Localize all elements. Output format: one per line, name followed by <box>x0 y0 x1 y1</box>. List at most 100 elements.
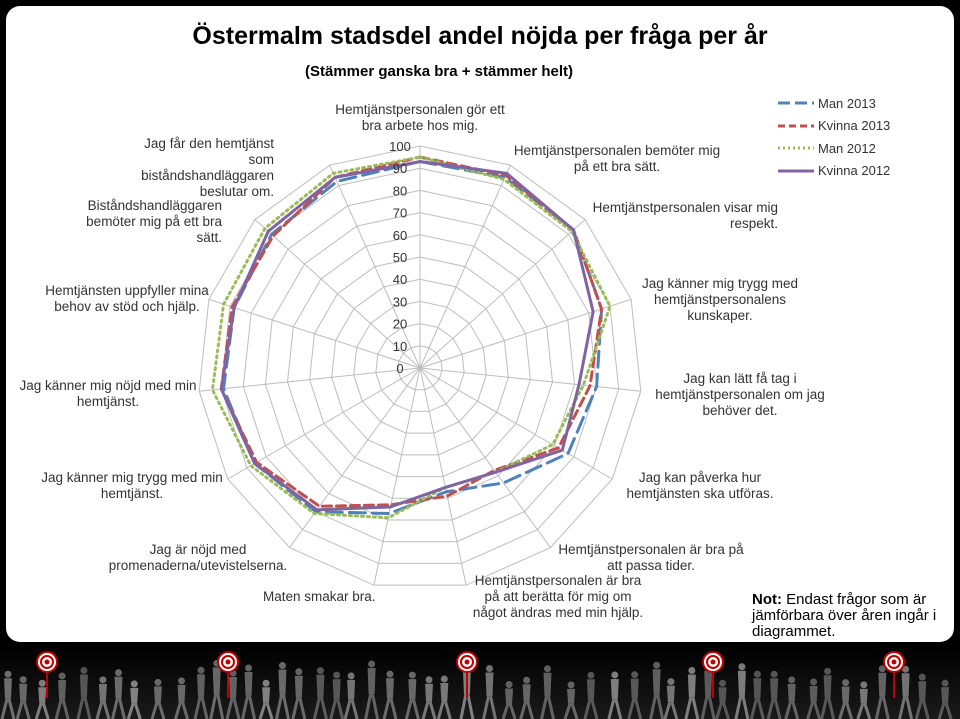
walking-person-icon <box>663 678 679 719</box>
radial-tick-labels: 0 10 20 30 40 50 60 70 80 90 100 <box>389 139 411 376</box>
category-label: Hemtjänstpersonalen är bra på att passa … <box>558 542 744 573</box>
walking-person-icon <box>0 670 16 719</box>
tick-label: 90 <box>393 161 407 176</box>
walking-person-icon <box>684 666 700 719</box>
walking-person-icon <box>15 676 31 719</box>
walking-person-icon <box>649 661 665 719</box>
radar-grid <box>198 145 642 586</box>
grid-spoke <box>254 219 421 369</box>
tick-label: 50 <box>393 250 407 265</box>
chart-card <box>6 6 954 642</box>
grid-spoke <box>419 367 613 480</box>
walking-person-icon <box>34 679 50 719</box>
walking-person-icon <box>241 664 257 719</box>
category-label: Jag känner mig trygg med hemtjänstperson… <box>641 276 799 323</box>
walking-person-icon <box>700 663 716 719</box>
legend-label: Man 2013 <box>818 95 876 111</box>
footnote: Not: Endast frågor som är jämförbara öve… <box>752 592 952 640</box>
legend-swatch-man-2013 <box>778 101 814 105</box>
walking-person-icon <box>806 678 822 719</box>
walking-person-icon <box>937 679 953 719</box>
radar-series <box>210 155 612 520</box>
grid-spoke <box>419 367 641 392</box>
walking-person-icon <box>563 681 579 719</box>
grid-ring <box>375 323 465 412</box>
grid-spoke <box>419 164 511 369</box>
walking-person-icon <box>150 678 166 719</box>
grid-ring <box>331 278 509 456</box>
grid-spoke <box>419 219 586 369</box>
walking-person-icon <box>749 670 765 719</box>
grid-spoke <box>373 367 421 586</box>
walking-person-icon <box>404 671 420 719</box>
grid-ring <box>353 300 487 434</box>
legend-item: Man 2012 <box>778 137 890 160</box>
target-icon <box>456 651 478 698</box>
grid-ring <box>242 189 598 543</box>
grid-spoke <box>419 367 551 548</box>
category-label: Jag känner mig trygg med min hemtjänst. <box>41 470 223 501</box>
walking-person-icon <box>715 679 730 719</box>
target-icon <box>702 651 724 698</box>
tick-label: 100 <box>389 139 411 154</box>
walking-person-icon <box>225 669 241 719</box>
chart-legend: Man 2013 Kvinna 2013 Man 2012 Kvinna 201… <box>778 92 890 182</box>
grid-ring <box>264 212 576 521</box>
category-label: Hemtjänsten uppfyller mina behov av stöd… <box>45 283 209 314</box>
footnote-text: Endast frågor som är jämförbara över åre… <box>752 591 937 640</box>
grid-spoke <box>419 298 632 369</box>
grid-spoke <box>199 367 421 392</box>
walking-person-icon <box>540 665 555 719</box>
tick-label: 10 <box>393 339 407 354</box>
category-label: Hemtjänstpersonalen gör ett bra arbete h… <box>335 102 505 133</box>
category-label: Jag får den hemtjänst som biståndshandlä… <box>141 136 274 199</box>
walking-person-icon <box>874 665 890 719</box>
walking-person-icon <box>126 680 142 719</box>
walking-person-icon <box>436 675 452 719</box>
walking-person-icon <box>291 668 307 719</box>
walking-person-icon <box>209 659 225 719</box>
walking-person-icon <box>519 676 535 719</box>
target-icon <box>36 651 905 698</box>
walking-person-icon <box>607 671 623 719</box>
grid-spoke <box>289 367 421 548</box>
walking-person-icon <box>838 679 854 719</box>
walking-people-icon <box>0 659 953 719</box>
walking-person-icon <box>784 676 800 719</box>
walking-person-icon <box>914 673 930 719</box>
grid-spoke <box>329 164 421 369</box>
grid-ring <box>287 234 553 499</box>
tick-label: 40 <box>393 272 407 287</box>
walking-person-icon <box>258 679 274 719</box>
walking-person-icon <box>95 676 111 719</box>
target-icon <box>217 651 239 698</box>
legend-item: Man 2013 <box>778 92 890 115</box>
footer-decoration <box>0 646 960 719</box>
category-label: Jag kan påverka hur hemtjänsten ska utfö… <box>626 470 774 501</box>
series-line-man-2012 <box>210 155 612 520</box>
walking-person-icon <box>501 680 517 719</box>
tick-label: 30 <box>393 294 407 309</box>
walking-person-icon <box>174 677 189 719</box>
footnote-label: Not: <box>752 591 782 608</box>
legend-item: Kvinna 2013 <box>778 115 890 138</box>
target-icon <box>883 651 905 698</box>
legend-swatch-kvinna-2012 <box>778 169 814 173</box>
walking-person-icon <box>734 663 750 719</box>
legend-label: Man 2012 <box>818 140 876 156</box>
walking-person-icon <box>111 669 126 719</box>
grid-spoke <box>227 367 421 480</box>
legend-swatch-kvinna-2013 <box>778 124 814 128</box>
walking-person-icon <box>898 665 914 719</box>
category-label: Jag kan lätt få tag i hemtjänstpersonale… <box>655 371 825 418</box>
category-label: Jag känner mig nöjd med min hemtjänst. <box>19 378 197 409</box>
grid-ring <box>309 256 531 478</box>
grid-spoke <box>419 367 467 586</box>
category-label: Biståndshandläggaren bemöter mig på ett … <box>86 198 222 245</box>
legend-label: Kvinna 2012 <box>818 163 891 179</box>
walking-person-icon <box>820 667 836 719</box>
tick-label: 70 <box>393 206 407 221</box>
category-label: Hemtjänstpersonalen är bra på att berätt… <box>472 573 644 620</box>
walking-person-icon <box>54 672 70 719</box>
